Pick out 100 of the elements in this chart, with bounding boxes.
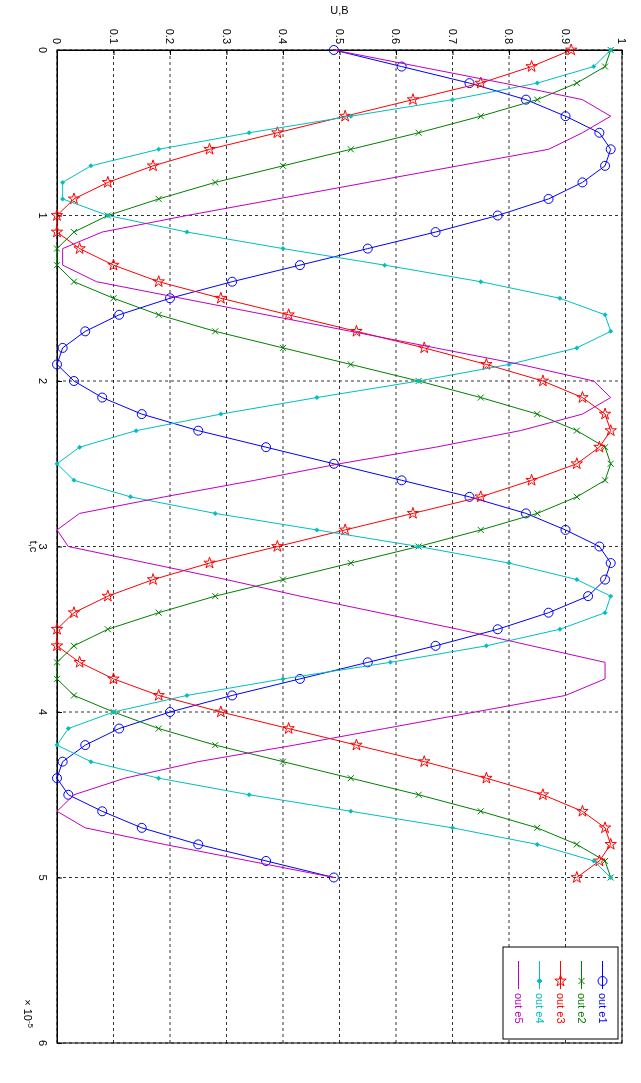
point — [53, 675, 61, 683]
legend-label: out e3 — [554, 993, 567, 1024]
point — [165, 707, 175, 717]
point — [573, 79, 581, 87]
point — [314, 527, 320, 533]
point — [214, 705, 228, 718]
point — [520, 94, 531, 105]
point — [71, 477, 77, 483]
point — [564, 43, 578, 56]
point — [328, 45, 339, 55]
point — [406, 93, 420, 105]
point — [601, 476, 609, 484]
point — [382, 262, 388, 268]
point — [271, 126, 284, 139]
point — [362, 243, 373, 254]
y-tick-label: 4 — [37, 708, 50, 716]
point — [525, 473, 538, 486]
legend-label: out e1 — [596, 993, 609, 1024]
x-tick-label: 1 — [616, 37, 629, 44]
point — [604, 424, 617, 436]
point — [211, 327, 219, 335]
point — [362, 657, 373, 668]
point — [601, 63, 609, 71]
point — [480, 771, 493, 784]
y-tick-label: 5 — [37, 874, 50, 881]
point — [146, 159, 160, 172]
point — [608, 328, 614, 334]
point — [418, 341, 431, 354]
point — [156, 775, 162, 781]
point — [165, 293, 175, 304]
point — [65, 726, 71, 732]
point — [600, 160, 611, 171]
point — [464, 78, 475, 89]
point — [50, 209, 64, 221]
x-tick-label: 0.7 — [446, 28, 459, 44]
point — [450, 825, 455, 831]
point — [282, 722, 295, 734]
point — [294, 673, 305, 684]
point — [101, 175, 115, 188]
point — [146, 573, 160, 585]
x-tick-label: 0.4 — [277, 28, 290, 44]
point — [279, 162, 287, 170]
point — [602, 610, 608, 616]
point — [282, 308, 295, 321]
point — [533, 410, 541, 418]
point — [533, 824, 541, 832]
text: out e5 — [512, 993, 525, 1024]
point — [415, 129, 423, 137]
y-tick-label: 6 — [37, 1039, 50, 1047]
point — [328, 872, 339, 883]
point — [107, 258, 120, 271]
point — [88, 759, 94, 765]
point — [136, 822, 147, 833]
point — [52, 773, 62, 784]
point — [525, 60, 538, 72]
point — [70, 228, 78, 236]
x-tick-label: 0.5 — [333, 28, 346, 44]
point — [474, 490, 487, 503]
point — [576, 391, 589, 403]
point — [218, 411, 224, 417]
point — [127, 494, 133, 500]
point — [70, 691, 78, 699]
point — [348, 808, 354, 814]
point — [534, 841, 540, 847]
point — [54, 461, 60, 467]
point — [557, 295, 563, 301]
point — [110, 294, 117, 302]
point — [477, 112, 485, 120]
point — [68, 376, 79, 386]
point — [600, 574, 611, 585]
point — [279, 576, 287, 584]
point — [598, 821, 612, 834]
point — [338, 523, 352, 536]
legend-label: out e4 — [533, 993, 546, 1024]
point — [591, 858, 597, 864]
point — [261, 442, 272, 453]
point — [536, 788, 550, 801]
point — [70, 278, 78, 286]
point — [184, 692, 190, 698]
point — [536, 374, 550, 387]
point — [602, 312, 608, 318]
point — [450, 97, 455, 103]
point — [97, 392, 108, 403]
point — [604, 837, 617, 850]
point — [593, 440, 606, 453]
point — [557, 626, 563, 632]
point — [533, 509, 541, 517]
point — [54, 742, 60, 748]
y-tick-label: 1 — [37, 212, 50, 219]
point — [605, 144, 616, 155]
point — [396, 475, 407, 486]
point — [67, 192, 81, 205]
point — [136, 409, 147, 420]
x-tick-label: 0.2 — [164, 28, 177, 44]
point — [314, 395, 320, 401]
point — [583, 591, 594, 602]
point — [279, 758, 287, 766]
point — [193, 839, 204, 850]
point — [280, 676, 286, 682]
point — [483, 643, 489, 649]
